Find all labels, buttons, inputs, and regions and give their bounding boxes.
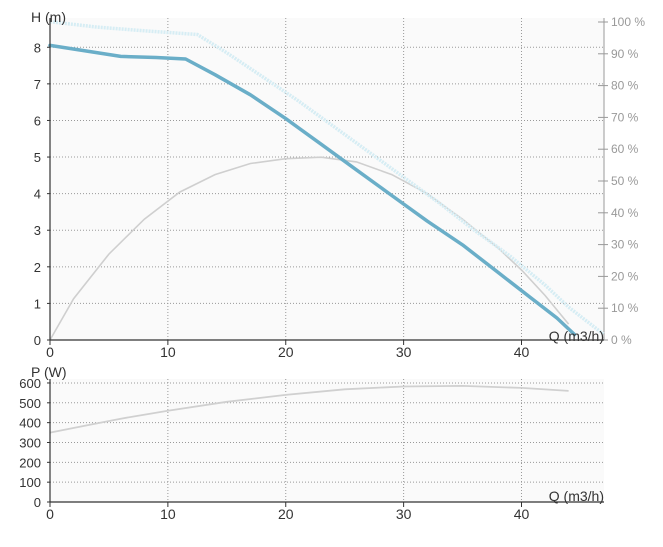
power-y-tick-label: 300 <box>19 435 41 450</box>
efficiency-tick-label: 70 % <box>611 110 639 124</box>
power-curve <box>49 384 569 434</box>
power-x-tick-label: 40 <box>514 506 530 522</box>
efficiency-tick-label: 0 % <box>611 333 632 347</box>
head-series-group <box>48 19 606 341</box>
power-y-axis-title: P (W) <box>31 364 67 380</box>
power-y-tick-label: 100 <box>19 475 41 490</box>
efficiency-tick-label: 20 % <box>611 269 639 283</box>
efficiency-axis: 0 % 10 % 20 % 30 % 40 % 50 % 60 % 70 % 80 % 90 % 1… <box>598 15 645 347</box>
head-y-tick-label: 0 <box>34 333 41 348</box>
max-head-curve <box>49 19 606 336</box>
efficiency-tick-label: 30 % <box>611 238 639 252</box>
power-y-tick-label: 200 <box>19 455 41 470</box>
efficiency-tick-label: 50 % <box>611 174 639 188</box>
head-y-tick-label: 2 <box>34 260 41 275</box>
head-plot-area <box>50 18 604 340</box>
head-x-axis-title: Q (m3/h) <box>549 328 604 344</box>
efficiency-tick-label: 40 % <box>611 206 639 220</box>
power-x-tick-label: 30 <box>396 506 412 522</box>
efficiency-tick-label: 60 % <box>611 142 639 156</box>
efficiency-tick-label: 100 % <box>611 15 645 29</box>
head-chart: 0 % 10 % 20 % 30 % 40 % 50 % 60 % 70 % 80 % 90 % 1… <box>31 9 645 360</box>
head-x-tick-label: 0 <box>46 344 54 360</box>
head-y-tick-label: 4 <box>34 187 41 202</box>
power-y-tick-label: 0 <box>34 495 41 510</box>
head-x-tick-label: 20 <box>278 344 294 360</box>
head-x-tick-label: 30 <box>396 344 412 360</box>
power-x-tick-label: 20 <box>278 506 294 522</box>
head-axes: 0 1 2 3 4 5 6 7 8 0 10 20 30 40 <box>34 18 604 360</box>
power-y-tick-label: 600 <box>19 376 41 391</box>
power-plot-area <box>50 379 604 502</box>
power-axes: 0 100 200 300 400 500 600 0 10 20 30 40 <box>19 376 604 522</box>
efficiency-tick-label: 90 % <box>611 47 639 61</box>
power-x-tick-label: 10 <box>160 506 176 522</box>
power-y-tick-label: 500 <box>19 396 41 411</box>
head-y-tick-label: 8 <box>34 40 41 55</box>
power-x-tick-label: 0 <box>46 506 54 522</box>
head-y-tick-label: 7 <box>34 77 41 92</box>
efficiency-tick-label: 80 % <box>611 79 639 93</box>
power-x-axis-title: Q (m3/h) <box>549 488 604 504</box>
head-y-axis-title: H (m) <box>31 9 66 25</box>
head-x-tick-label: 10 <box>160 344 176 360</box>
head-y-tick-label: 6 <box>34 113 41 128</box>
power-chart: 0 100 200 300 400 500 600 0 10 20 30 40 P (W) Q (m3… <box>19 364 604 522</box>
power-y-tick-label: 400 <box>19 416 41 431</box>
head-y-tick-label: 1 <box>34 296 41 311</box>
head-curve <box>48 43 577 337</box>
efficiency-curve <box>49 156 570 341</box>
head-y-tick-label: 3 <box>34 223 41 238</box>
head-y-tick-label: 5 <box>34 150 41 165</box>
head-x-tick-label: 40 <box>514 344 530 360</box>
efficiency-tick-label: 10 % <box>611 301 639 315</box>
power-series-group <box>49 384 569 434</box>
